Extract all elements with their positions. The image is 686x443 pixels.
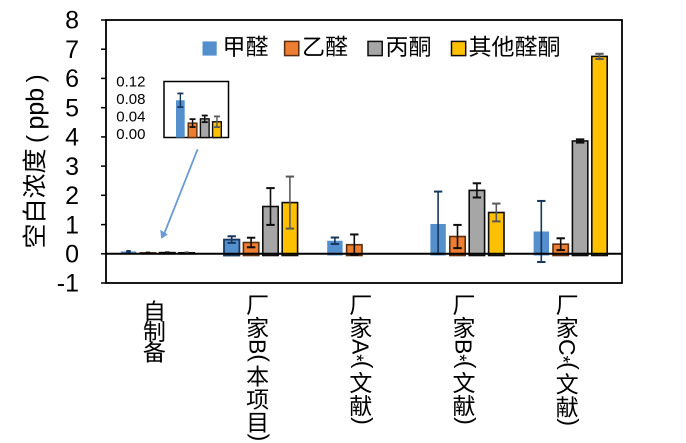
- svg-text:): ): [351, 417, 377, 425]
- svg-text:5: 5: [65, 94, 79, 122]
- svg-text:*: *: [448, 354, 469, 362]
- svg-text:*: *: [551, 356, 572, 364]
- svg-text:0.12: 0.12: [116, 74, 145, 91]
- svg-text:C: C: [554, 339, 580, 356]
- svg-text:8: 8: [65, 7, 79, 35]
- svg-text:0.04: 0.04: [116, 109, 145, 126]
- svg-text:B: B: [244, 339, 270, 354]
- svg-text:(: (: [557, 362, 583, 370]
- svg-text:): ): [248, 434, 274, 442]
- svg-text:(: (: [23, 135, 50, 143]
- svg-text:(: (: [454, 361, 480, 369]
- svg-text:*: *: [345, 354, 366, 362]
- svg-text:2: 2: [65, 182, 79, 210]
- svg-text:A: A: [348, 339, 374, 355]
- svg-text:0: 0: [65, 241, 79, 269]
- svg-text:1: 1: [65, 211, 79, 239]
- svg-text:4: 4: [65, 124, 79, 152]
- svg-text:): ): [454, 417, 480, 425]
- svg-text:0.08: 0.08: [116, 91, 145, 108]
- svg-text:B: B: [451, 339, 477, 354]
- svg-text:6: 6: [65, 65, 79, 93]
- svg-text:(: (: [248, 354, 274, 362]
- svg-text:0.00: 0.00: [116, 126, 145, 143]
- svg-text:3: 3: [65, 153, 79, 181]
- svg-text:-1: -1: [57, 270, 79, 298]
- svg-text:7: 7: [65, 36, 79, 64]
- svg-text:): ): [557, 418, 583, 426]
- svg-text:): ): [23, 74, 50, 82]
- svg-text:ppb: ppb: [22, 88, 50, 130]
- svg-text:(: (: [351, 361, 377, 369]
